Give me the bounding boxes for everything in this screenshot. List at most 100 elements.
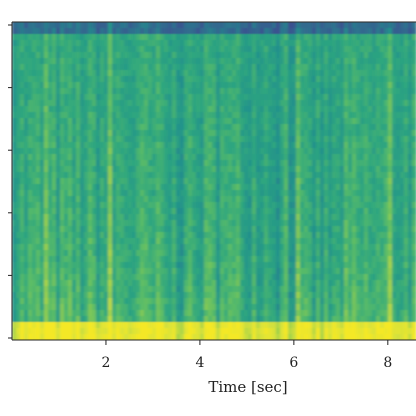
heatmap-cell bbox=[212, 40, 217, 47]
heatmap-cell bbox=[328, 226, 333, 233]
heatmap-cell bbox=[304, 190, 309, 197]
heatmap-cell bbox=[232, 244, 237, 251]
heatmap-cell bbox=[36, 52, 41, 59]
heatmap-cell bbox=[116, 322, 121, 329]
heatmap-cell bbox=[48, 310, 53, 317]
heatmap-cell bbox=[376, 82, 381, 89]
heatmap-cell bbox=[332, 262, 337, 269]
heatmap-cell bbox=[84, 148, 89, 155]
heatmap-cell bbox=[164, 196, 169, 203]
heatmap-cell bbox=[308, 178, 313, 185]
heatmap-cell bbox=[280, 28, 285, 35]
heatmap-cell bbox=[288, 292, 293, 299]
heatmap-cell bbox=[220, 46, 225, 53]
heatmap-cell bbox=[88, 166, 93, 173]
heatmap-cell bbox=[292, 70, 297, 77]
heatmap-cell bbox=[288, 52, 293, 59]
heatmap-cell bbox=[192, 316, 197, 323]
heatmap-cell bbox=[204, 334, 209, 340]
heatmap-cell bbox=[292, 310, 297, 317]
heatmap-cell bbox=[344, 184, 349, 191]
heatmap-cell bbox=[264, 70, 269, 77]
heatmap-cell bbox=[100, 52, 105, 59]
heatmap-cell bbox=[304, 232, 309, 239]
heatmap-cell bbox=[100, 310, 105, 317]
heatmap-cell bbox=[196, 322, 201, 329]
heatmap-cell bbox=[100, 256, 105, 263]
heatmap-cell bbox=[28, 148, 33, 155]
heatmap-cell bbox=[76, 256, 81, 263]
heatmap-cell bbox=[132, 298, 137, 305]
heatmap-cell bbox=[44, 256, 49, 263]
heatmap-cell bbox=[168, 286, 173, 293]
heatmap-cell bbox=[16, 58, 21, 65]
heatmap-cell bbox=[228, 136, 233, 143]
heatmap-cell bbox=[48, 28, 53, 35]
heatmap-cell bbox=[276, 250, 281, 257]
heatmap-cell bbox=[40, 238, 45, 245]
heatmap-cell bbox=[168, 208, 173, 215]
heatmap-cell bbox=[28, 64, 33, 71]
heatmap-cell bbox=[100, 82, 105, 89]
heatmap-cell bbox=[164, 214, 169, 221]
heatmap-cell bbox=[192, 304, 197, 311]
heatmap-cell bbox=[320, 334, 325, 340]
heatmap-cell bbox=[108, 136, 113, 143]
heatmap-cell bbox=[340, 190, 345, 197]
heatmap-cell bbox=[156, 292, 161, 299]
heatmap-cell bbox=[176, 268, 181, 275]
heatmap-cell bbox=[132, 46, 137, 53]
heatmap-cell bbox=[368, 304, 373, 311]
heatmap-cell bbox=[364, 82, 369, 89]
heatmap-cell bbox=[176, 298, 181, 305]
heatmap-cell bbox=[384, 154, 389, 161]
heatmap-cell bbox=[76, 136, 81, 143]
heatmap-cell bbox=[232, 106, 237, 113]
heatmap-cell bbox=[68, 214, 73, 221]
heatmap-cell bbox=[148, 52, 153, 59]
heatmap-cell bbox=[260, 226, 265, 233]
heatmap-cell bbox=[156, 118, 161, 125]
heatmap-cell bbox=[284, 28, 289, 35]
heatmap-cell bbox=[304, 328, 309, 335]
heatmap-cell bbox=[216, 178, 221, 185]
heatmap-cell bbox=[88, 106, 93, 113]
heatmap-cell bbox=[276, 76, 281, 83]
heatmap-cell bbox=[300, 220, 305, 227]
heatmap-cell bbox=[188, 220, 193, 227]
heatmap-cell bbox=[44, 100, 49, 107]
heatmap-cell bbox=[352, 292, 357, 299]
heatmap-cell bbox=[176, 196, 181, 203]
heatmap-cell bbox=[108, 40, 113, 47]
heatmap-cell bbox=[196, 82, 201, 89]
heatmap-cell bbox=[236, 34, 241, 41]
heatmap-cell bbox=[308, 250, 313, 257]
heatmap-cell bbox=[52, 94, 57, 101]
heatmap-cell bbox=[224, 94, 229, 101]
heatmap-cell bbox=[40, 100, 45, 107]
heatmap-cell bbox=[16, 286, 21, 293]
heatmap-cell bbox=[48, 40, 53, 47]
heatmap-cell bbox=[100, 232, 105, 239]
heatmap-cell bbox=[340, 316, 345, 323]
heatmap-cell bbox=[300, 316, 305, 323]
heatmap-cell bbox=[148, 118, 153, 125]
heatmap-cell bbox=[96, 232, 101, 239]
heatmap-cell bbox=[180, 202, 185, 209]
heatmap-cell bbox=[184, 100, 189, 107]
heatmap-cell bbox=[108, 94, 113, 101]
heatmap-cell bbox=[88, 334, 93, 340]
heatmap-cell bbox=[156, 184, 161, 191]
heatmap-cell bbox=[332, 46, 337, 53]
heatmap-cell bbox=[92, 166, 97, 173]
heatmap-cell bbox=[280, 166, 285, 173]
heatmap-cell bbox=[360, 136, 365, 143]
heatmap-cell bbox=[232, 172, 237, 179]
heatmap-cell bbox=[200, 262, 205, 269]
heatmap-cell bbox=[292, 196, 297, 203]
heatmap-cell bbox=[92, 100, 97, 107]
heatmap-cell bbox=[196, 118, 201, 125]
heatmap-cell bbox=[20, 310, 25, 317]
heatmap-cell bbox=[160, 82, 165, 89]
heatmap-cell bbox=[124, 292, 129, 299]
